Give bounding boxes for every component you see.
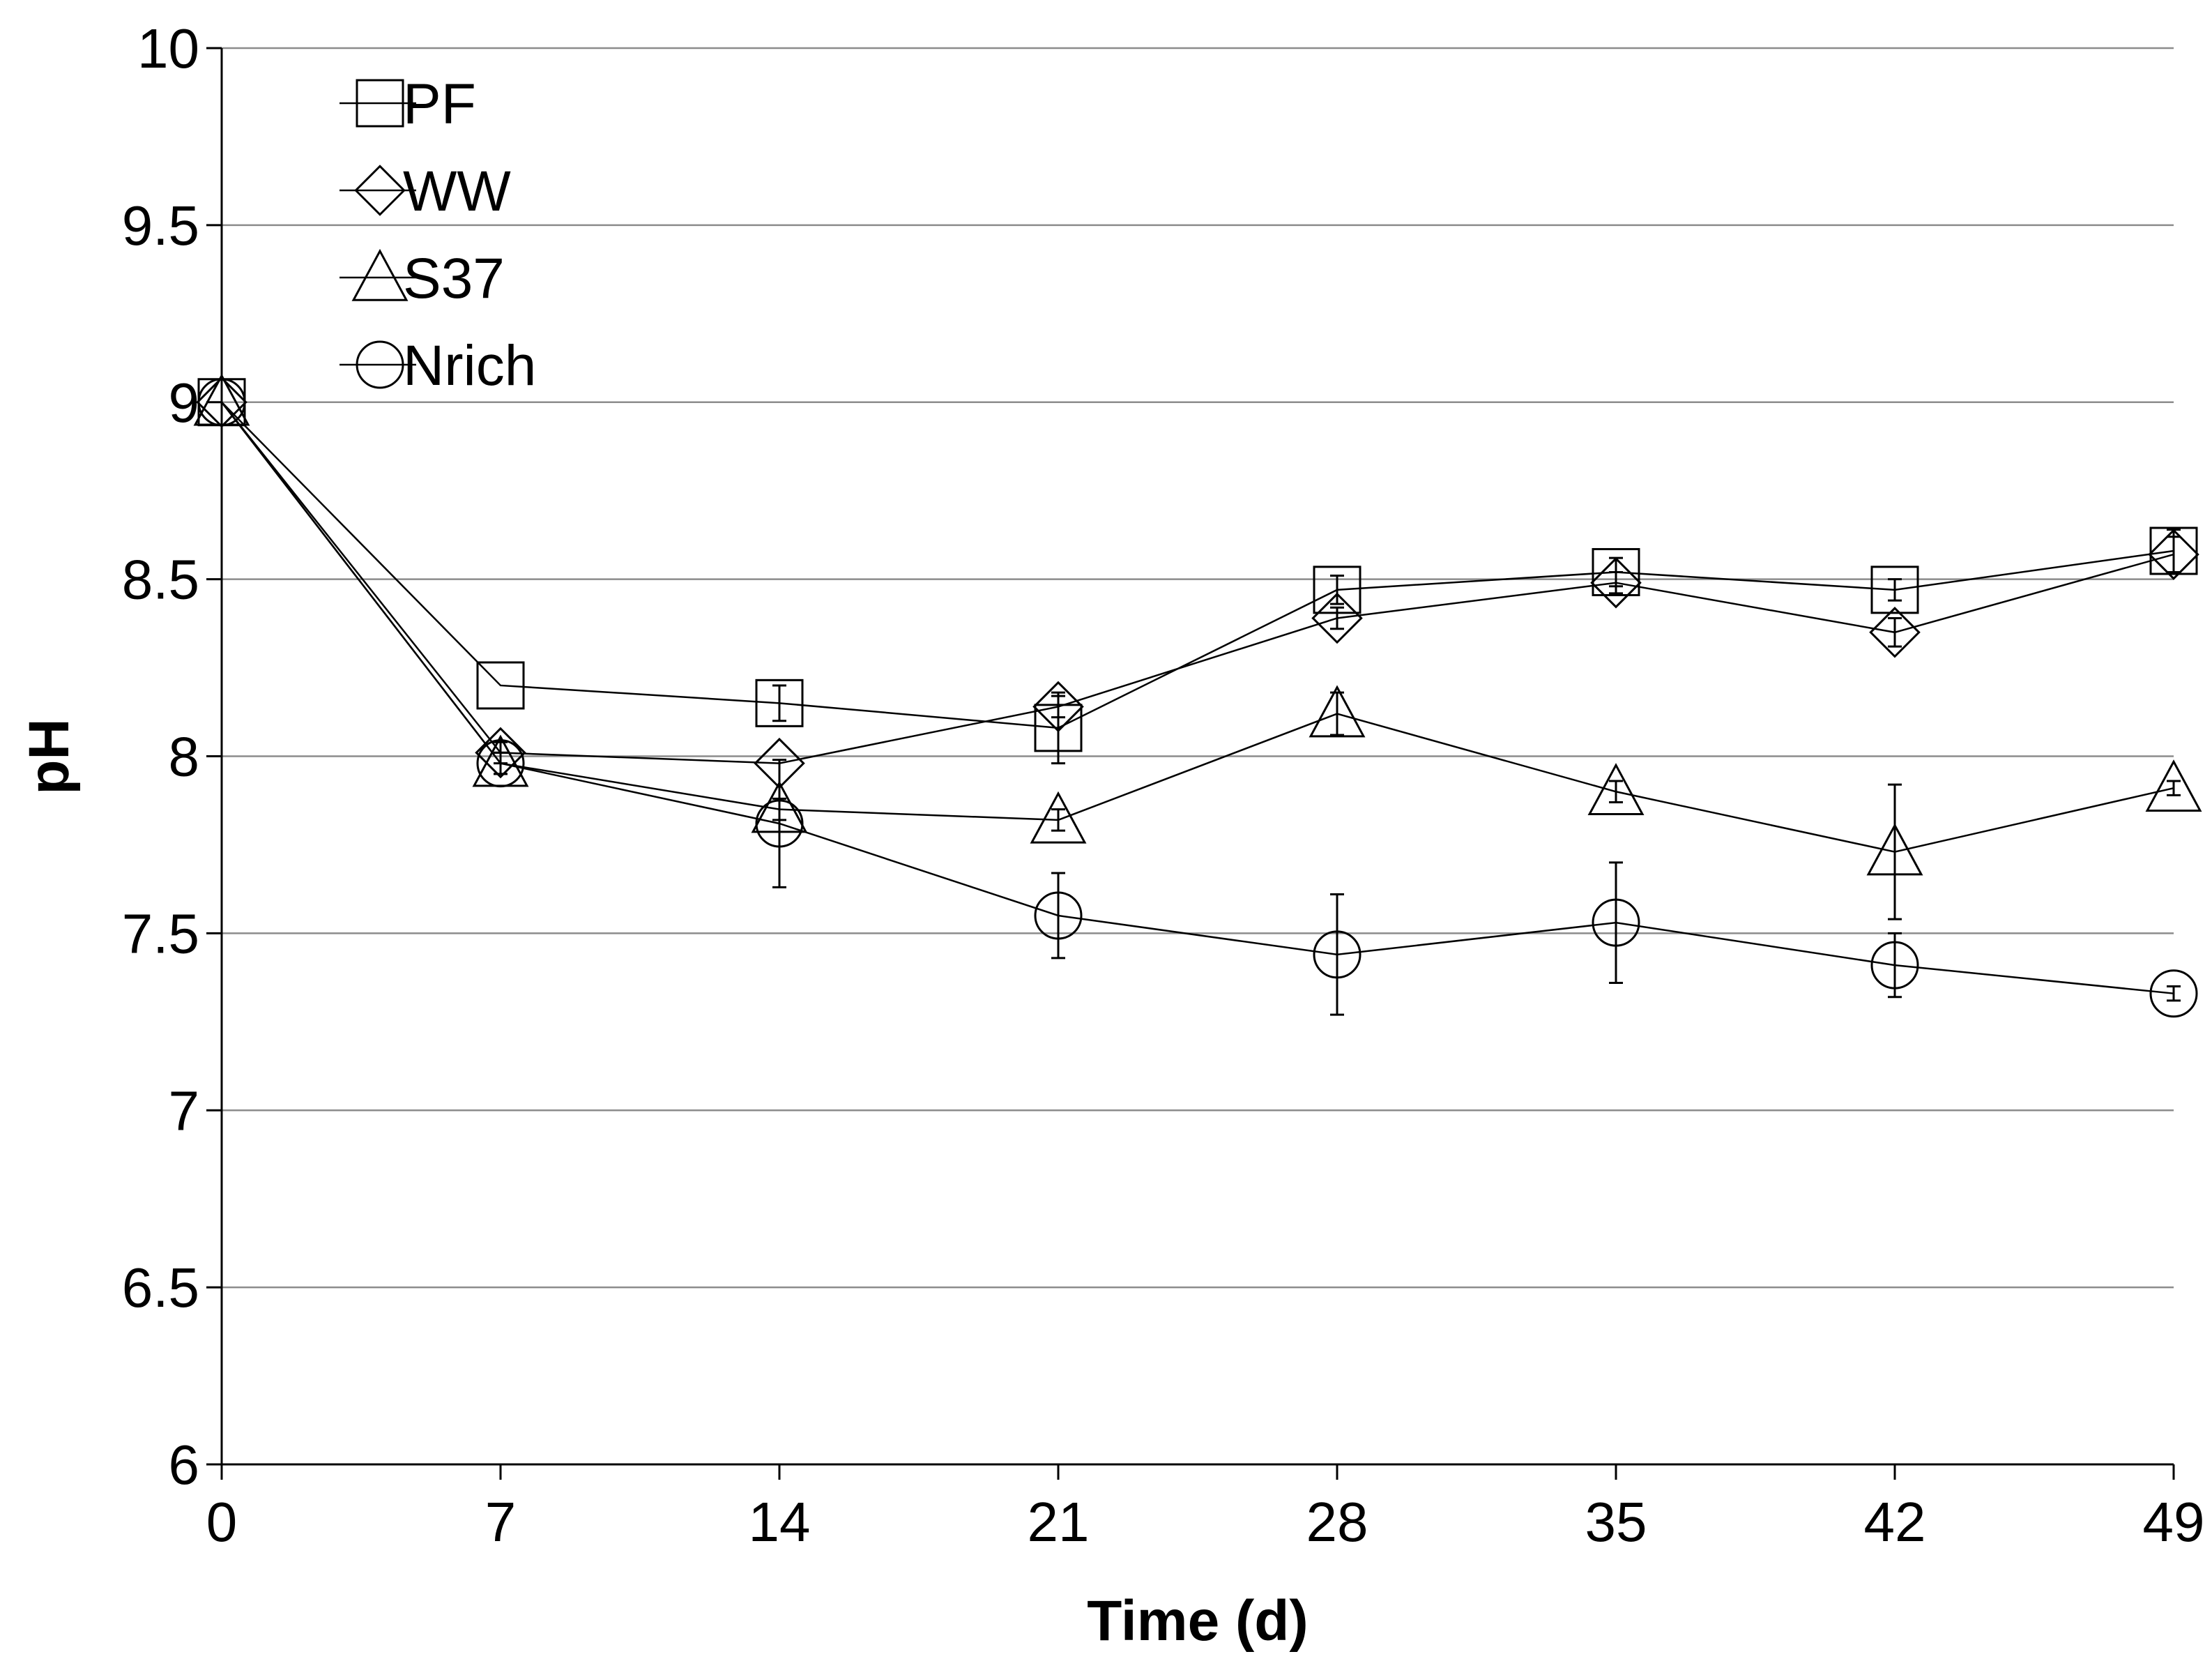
legend-marker — [354, 165, 406, 216]
y-tick-label: 6 — [169, 1434, 200, 1496]
data-point-s37 — [2145, 759, 2202, 812]
data-point-nrich — [2149, 969, 2198, 1018]
data-point-nrich — [1870, 941, 1919, 990]
data-point-ww — [2148, 529, 2199, 580]
data-point-ww — [1311, 592, 1363, 644]
y-tick-label: 10 — [137, 17, 199, 79]
data-point-pf — [476, 661, 525, 710]
series-ww — [196, 376, 2199, 789]
x-tick-label: 0 — [206, 1491, 238, 1553]
y-tick-label: 7.5 — [122, 902, 199, 964]
data-point-s37 — [1866, 823, 1923, 876]
series-nrich — [197, 378, 2198, 1018]
data-point-nrich — [197, 378, 246, 427]
legend-marker — [351, 248, 409, 301]
x-tick-label: 49 — [2143, 1491, 2205, 1553]
data-point-pf — [2149, 526, 2198, 575]
legend-item-ww: WW — [340, 160, 511, 223]
series-group — [193, 373, 2202, 1018]
legend-label: PF — [403, 73, 476, 136]
x-axis-title: Time (d) — [1087, 1589, 1308, 1653]
x-tick-label: 28 — [1306, 1491, 1368, 1553]
series-pf — [197, 378, 2198, 765]
legend-item-s37: S37 — [340, 247, 505, 310]
data-point-ww — [1032, 681, 1084, 733]
data-point-pf — [755, 678, 804, 727]
data-point-s37 — [1030, 791, 1087, 844]
legend-item-nrich: Nrich — [340, 334, 536, 397]
legend-label: Nrich — [403, 334, 536, 397]
series-line-ww — [221, 401, 2174, 764]
legend: PF WW S37 Nrich — [340, 73, 536, 397]
data-point-nrich — [476, 739, 525, 788]
x-tick-label: 35 — [1585, 1491, 1647, 1553]
data-point-ww — [1869, 607, 1921, 658]
data-point-nrich — [1034, 891, 1083, 940]
data-point-nrich — [755, 799, 804, 848]
y-tick-label: 9 — [169, 372, 200, 434]
legend-label: WW — [403, 160, 511, 223]
legend-marker — [356, 340, 404, 389]
series-line-s37 — [221, 401, 2174, 853]
y-tick-label: 6.5 — [122, 1257, 199, 1319]
data-point-nrich — [1592, 898, 1640, 947]
series-line-nrich — [221, 401, 2174, 994]
data-point-pf — [1870, 566, 1919, 614]
legend-label: S37 — [403, 247, 505, 310]
data-point-s37 — [1309, 685, 1366, 738]
y-tick-label: 8 — [169, 726, 200, 788]
axes: 6 6.5 7 7.5 8 8.5 9 9.5 10 0 7 14 21 28 35 42 49 — [122, 17, 2205, 1553]
data-point-ww — [475, 727, 526, 779]
data-point-ww — [196, 376, 247, 428]
grid — [222, 47, 2174, 1289]
legend-marker — [356, 79, 404, 128]
y-axis-title: pH — [17, 718, 81, 794]
y-tick-label: 7 — [169, 1079, 200, 1142]
x-tick-label: 14 — [749, 1491, 811, 1553]
data-point-ww — [1590, 556, 1642, 609]
data-point-pf — [1592, 547, 1640, 596]
data-point-s37 — [1587, 763, 1645, 816]
x-tick-label: 21 — [1028, 1491, 1090, 1553]
x-tick-label: 42 — [1864, 1491, 1926, 1553]
x-tick-label: 7 — [485, 1491, 517, 1553]
y-tick-label: 9.5 — [122, 195, 199, 257]
y-tick-label: 8.5 — [122, 549, 199, 611]
series-line-pf — [221, 401, 2174, 729]
legend-item-pf: PF — [340, 73, 476, 136]
data-point-nrich — [1313, 930, 1361, 979]
